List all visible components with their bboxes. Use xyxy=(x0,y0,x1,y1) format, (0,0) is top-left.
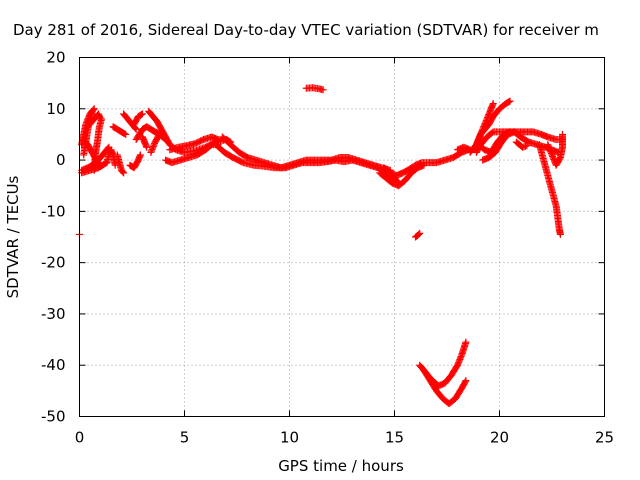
data-point xyxy=(143,143,151,151)
data-point xyxy=(462,338,470,346)
data-point xyxy=(98,115,106,123)
data-point xyxy=(505,98,513,106)
y-tick-label: 10 xyxy=(46,100,65,118)
y-tick-label: -40 xyxy=(41,356,66,374)
x-tick-label: 25 xyxy=(595,429,614,447)
x-tick-label: 15 xyxy=(385,429,404,447)
data-point xyxy=(137,111,145,119)
data-point xyxy=(461,378,469,386)
x-tick-label: 10 xyxy=(280,429,299,447)
data-point xyxy=(122,130,130,138)
x-tick-label: 20 xyxy=(490,429,509,447)
plot-frame xyxy=(79,57,605,417)
y-tick-label: -30 xyxy=(41,305,66,323)
y-tick-label: -20 xyxy=(41,254,66,272)
data-point xyxy=(462,377,470,385)
x-tick-label: 5 xyxy=(180,429,190,447)
data-point xyxy=(88,107,96,115)
data-point xyxy=(559,130,566,138)
y-tick-label: -50 xyxy=(41,408,66,426)
y-axis-label: SDTVAR / TECUs xyxy=(4,175,22,298)
data-point xyxy=(162,136,170,144)
y-tick-label: 20 xyxy=(46,49,65,67)
x-axis-label: GPS time / hours xyxy=(278,457,404,475)
data-point xyxy=(506,97,514,105)
data-point xyxy=(214,136,222,144)
y-tick-label: 0 xyxy=(56,151,66,169)
data-point xyxy=(119,168,127,176)
data-point xyxy=(132,125,140,133)
axis-ticks: 0 5 10 15 20 25 -50 -40 -30 -20 -10 0 10 20 xyxy=(41,49,614,447)
data-point xyxy=(97,161,104,169)
data-point xyxy=(319,86,327,94)
data-point xyxy=(416,229,424,237)
grid-lines xyxy=(79,57,605,417)
data-point xyxy=(415,230,423,238)
data-point xyxy=(139,110,146,118)
chart-title: Day 281 of 2016, Sidereal Day-to-day VTE… xyxy=(13,21,599,39)
data-point xyxy=(161,135,169,143)
data-point xyxy=(489,100,497,108)
data-point xyxy=(89,106,97,114)
data-point xyxy=(523,142,531,150)
data-point xyxy=(120,169,128,177)
data-point xyxy=(121,130,129,138)
data-point xyxy=(556,230,564,238)
data-point xyxy=(118,167,126,175)
data-series xyxy=(76,84,566,408)
data-point xyxy=(136,151,144,159)
y-tick-label: -10 xyxy=(41,202,66,220)
x-tick-label: 0 xyxy=(75,429,85,447)
